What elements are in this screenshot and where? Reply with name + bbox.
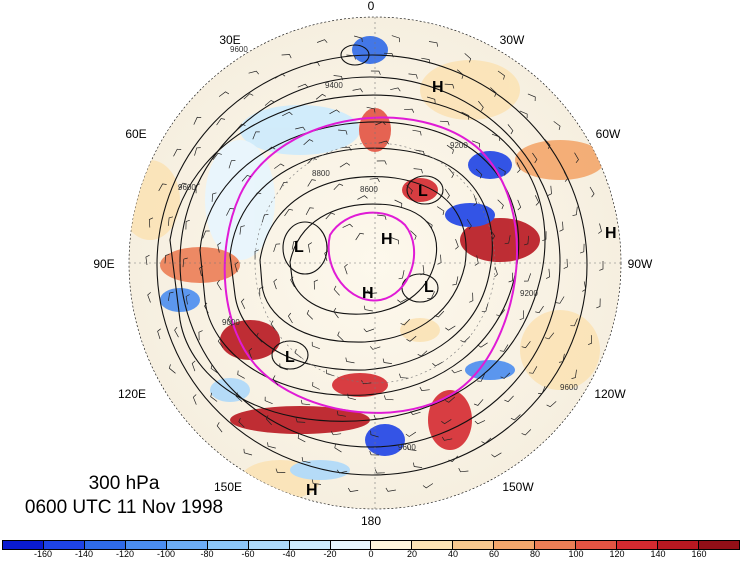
contour-label: 9200 <box>450 141 468 150</box>
longitude-labels: 0 30W 60W 90W 120W 150W 180 150E 120E 90… <box>93 0 653 528</box>
contour-label: 9600 <box>560 383 578 392</box>
lon-label-30w: 30W <box>500 33 525 47</box>
polar-map: 0 30W 60W 90W 120W 150W 180 150E 120E 90… <box>93 0 653 528</box>
colorbar-tick-label: 0 <box>368 549 374 559</box>
contour-label: 9400 <box>325 81 343 90</box>
colorbar-cell <box>698 541 739 549</box>
colorbar-cell <box>617 541 658 549</box>
map-title: 300 hPa 0600 UTC 11 Nov 1998 <box>6 472 242 520</box>
colorbar-cell <box>248 541 290 549</box>
lon-label-90e: 90E <box>93 257 114 271</box>
valid-datetime: 0600 UTC 11 Nov 1998 <box>24 497 224 518</box>
colorbar-cell <box>289 541 331 549</box>
colorbar-tick-label: 20 <box>406 549 418 559</box>
lon-label-150e: 150E <box>214 480 242 494</box>
lon-label-120w: 120W <box>594 387 626 401</box>
contour-label: 8600 <box>360 185 378 194</box>
colorbar-tick-label: 140 <box>650 549 666 559</box>
colorbar-cell <box>3 541 44 549</box>
colorbar-cell <box>330 541 372 549</box>
colorbar-tick-label: -60 <box>241 549 255 559</box>
low-center-w-canada: L <box>424 279 434 296</box>
colorbar-tick-label: -20 <box>323 549 337 559</box>
contour-label: 9000 <box>222 318 240 327</box>
colorbar-tick-label: 100 <box>568 549 584 559</box>
lon-label-120e: 120E <box>118 387 146 401</box>
contour-label: 9200 <box>520 289 538 298</box>
colorbar-tick-label: 120 <box>609 549 625 559</box>
colorbar-cell <box>658 541 699 549</box>
colorbar-cell <box>412 541 454 549</box>
low-center-siberia: L <box>294 239 304 256</box>
high-center-canada: H <box>362 285 374 302</box>
colorbar-tick-label: -120 <box>115 549 135 559</box>
colorbar-cell <box>576 541 618 549</box>
colorbar-tick-label: -140 <box>74 549 94 559</box>
colorbar-tick-label: 80 <box>529 549 541 559</box>
colorbar-cell <box>207 541 249 549</box>
contour-label: 9600 <box>178 183 196 192</box>
contour-value-labels: 9600 9400 9200 9000 8800 8600 9600 9200 … <box>178 45 578 452</box>
colorbar-tick-label: 40 <box>447 549 459 559</box>
colorbar-cell <box>166 541 208 549</box>
colorbar-tick-label: 60 <box>488 549 500 559</box>
colorbar-cell <box>125 541 167 549</box>
colorbar-cell <box>453 541 495 549</box>
contour-label: 9600 <box>230 45 248 54</box>
high-center-north-pacific: H <box>306 482 318 499</box>
lon-label-60w: 60W <box>596 127 621 141</box>
low-center-east-asia: L <box>285 349 295 366</box>
colorbar-cell <box>43 541 85 549</box>
high-center-atlantic: H <box>432 79 444 96</box>
low-center-baffin: L <box>418 183 428 200</box>
colorbar-tick-label: -40 <box>282 549 296 559</box>
lon-label-150w: 150W <box>502 480 534 494</box>
colorbar-tick-label: -80 <box>200 549 214 559</box>
colorbar-tick-label: 160 <box>691 549 707 559</box>
high-center-arctic: H <box>381 231 393 248</box>
wind-barbs <box>145 35 604 492</box>
contour-label: 9600 <box>398 443 416 452</box>
colorbar-labels: -160 -140 -120 -100 -80 -60 -40 -20 0 20 40 60 80 100… <box>2 549 740 561</box>
colorbar-tick-label: -160 <box>33 549 53 559</box>
lon-label-0: 0 <box>368 0 375 13</box>
colorbar-cell <box>371 541 413 549</box>
magenta-contours <box>223 116 518 414</box>
colorbar-cell <box>84 541 126 549</box>
colorbar-tick-label: -100 <box>156 549 176 559</box>
high-center-east-pacific: H <box>605 225 617 242</box>
lon-label-60e: 60E <box>125 127 146 141</box>
contour-label: 8800 <box>312 169 330 178</box>
colorbar-cell <box>494 541 536 549</box>
lon-label-30e: 30E <box>219 33 240 47</box>
lon-label-90w: 90W <box>628 257 653 271</box>
lon-label-180: 180 <box>361 514 381 528</box>
colorbar <box>2 540 740 550</box>
graticule <box>129 17 621 509</box>
colorbar-cell <box>535 541 577 549</box>
pressure-centers: H L H L H L L H H <box>285 79 617 499</box>
pressure-level: 300 hPa <box>88 473 160 494</box>
